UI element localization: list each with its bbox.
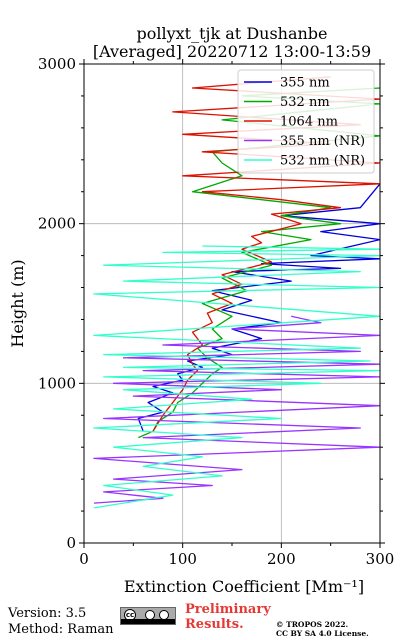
legend-label-3: 355 nm (NR): [280, 134, 365, 149]
y-tick-label-0: 0: [66, 534, 76, 552]
legend-box: [237, 69, 375, 174]
chart-title-line2: [Averaged] 20220712 13:00-13:59: [92, 42, 372, 61]
x-tick-label-3: 300: [366, 550, 395, 568]
series-line-0: [137, 183, 380, 432]
legend-label-0: 355 nm: [280, 76, 330, 91]
x-tick-label-0: 0: [79, 550, 89, 568]
copyright-line2: CC BY SA 4.0 License.: [276, 629, 369, 638]
x-tick-label-1: 100: [168, 550, 197, 568]
version-label: Version: 3.5: [8, 606, 87, 621]
cc-license-icon: cc: [120, 607, 176, 625]
x-axis-label: Extinction Coefficient [Mm⁻¹]: [124, 577, 364, 596]
preliminary-notice-line2: Results.: [185, 617, 244, 632]
x-tick-label-2: 200: [267, 550, 296, 568]
copyright-line1: © TROPOS 2022.: [276, 620, 349, 629]
series-line-1: [138, 87, 380, 439]
y-tick-label-3: 3000: [38, 55, 76, 73]
series-line-4: [93, 245, 380, 509]
method-label: Method: Raman: [8, 622, 114, 637]
legend-label-2: 1064 nm: [280, 115, 338, 130]
legend-label-1: 532 nm: [280, 95, 330, 110]
chart-title-line1: pollyxt_tjk at Dushanbe: [136, 24, 328, 43]
preliminary-notice-line1: Preliminary: [185, 602, 271, 617]
legend-label-4: 532 nm (NR): [280, 154, 365, 169]
y-tick-label-2: 2000: [38, 215, 76, 233]
y-tick-label-1: 1000: [38, 374, 76, 392]
series-line-3: [93, 315, 380, 504]
y-axis-label: Height (m): [8, 259, 27, 347]
cc-license-bar: [121, 619, 175, 624]
